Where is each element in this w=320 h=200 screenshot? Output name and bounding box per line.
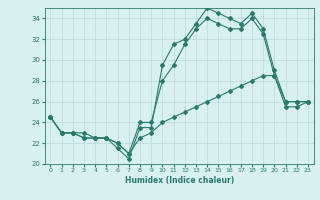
X-axis label: Humidex (Indice chaleur): Humidex (Indice chaleur) xyxy=(124,176,234,185)
